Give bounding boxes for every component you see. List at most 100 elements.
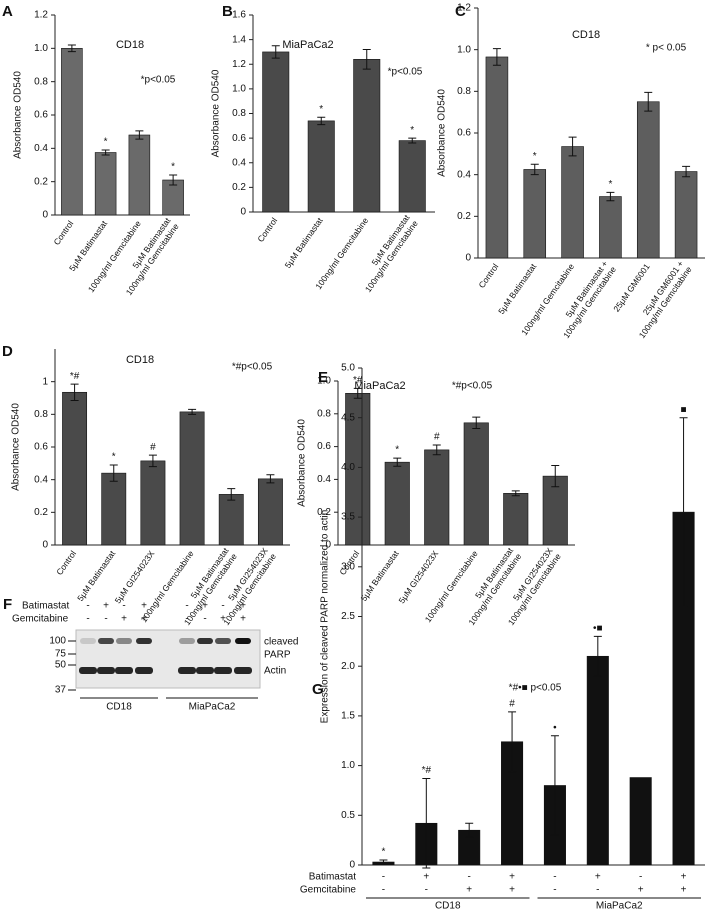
bar [424, 449, 450, 546]
band-parp [215, 638, 231, 644]
band-label: PARP [264, 650, 291, 661]
band-label: Actin [264, 666, 286, 677]
x-tick-label-group: 5μM GI254023X [396, 548, 440, 605]
bar [523, 169, 547, 259]
error-bar [70, 383, 79, 401]
y-tick-label: 0.2 [34, 507, 48, 518]
row-sign: - [382, 885, 385, 896]
bar [629, 777, 652, 866]
x-tick-label: 100ng/ml Gemcitabine [313, 215, 370, 291]
bar [561, 146, 584, 259]
row-sign: - [104, 614, 107, 625]
error-bar [551, 464, 560, 488]
x-tick-label: Control [255, 216, 279, 244]
band-parp [235, 638, 251, 644]
y-tick-label: 0.6 [317, 441, 331, 452]
panel-letter: F [3, 596, 12, 613]
row-sign: - [221, 601, 224, 612]
row-sign: - [185, 614, 188, 625]
size-marker: 75 [55, 649, 67, 660]
row-sign: - [86, 601, 89, 612]
row-sign: + [681, 872, 687, 883]
y-tick-label: 1.0 [232, 84, 246, 95]
group-label: CD18 [435, 901, 461, 910]
bar [463, 422, 489, 546]
y-tick-label: 0.2 [317, 507, 331, 518]
y-tick-label: 0 [325, 540, 331, 551]
x-tick-label: 5μM Batimastat [359, 548, 402, 603]
significance-marker: * [112, 452, 116, 463]
band-actin [178, 667, 196, 674]
bar [398, 140, 426, 213]
error-bar [101, 149, 110, 156]
y-tick-label: 1 [42, 376, 48, 387]
row-sign: - [553, 872, 556, 883]
bar [257, 478, 283, 546]
error-bar [492, 48, 501, 66]
significance-marker: ■ [681, 404, 687, 415]
panel-letter: E [318, 369, 328, 386]
y-tick-label: 0.6 [457, 128, 471, 139]
chart-title: MiaPaCa2 [354, 380, 405, 392]
x-tick-label: 5μM GI254023X [396, 548, 440, 605]
significance-marker: * [171, 162, 175, 173]
bar [485, 56, 509, 259]
row-sign: - [639, 872, 642, 883]
error-bar [508, 711, 517, 773]
bar [218, 494, 244, 546]
error-bar [644, 91, 653, 112]
x-tick-label-group: Control [54, 549, 78, 577]
significance-marker: • [553, 722, 557, 733]
row-sign: + [220, 614, 226, 625]
y-axis-label: Expression of cleaved PARP normalized to… [320, 510, 331, 724]
x-tick-label-group: Control [51, 219, 75, 247]
band-actin [234, 667, 252, 674]
error-bar [472, 416, 481, 430]
error-bar [353, 387, 362, 399]
y-axis-label: Absorbance OD540 [437, 89, 448, 177]
significance-marker: * [319, 104, 323, 115]
significance-marker: *# [353, 375, 363, 386]
y-tick-label: 0.8 [34, 76, 48, 87]
row-sign: - [86, 614, 89, 625]
x-tick-label-group: 100ng/ml Gemcitabine [313, 215, 370, 291]
y-tick-label: 1.0 [317, 376, 331, 387]
row-sign: + [121, 614, 127, 625]
group-label: MiaPaCa2 [189, 702, 236, 713]
significance-marker: * [395, 445, 399, 456]
row-label: Batimastat [22, 601, 69, 612]
y-tick-label: 1.0 [457, 44, 471, 55]
y-tick-label: 0.2 [34, 176, 48, 187]
error-bar [148, 454, 157, 468]
row-sign: - [185, 601, 188, 612]
panel-letter: B [222, 3, 233, 20]
x-tick-label: Control [476, 262, 500, 290]
y-axis-label: Absorbance OD540 [13, 71, 24, 159]
row-sign: + [509, 885, 515, 896]
bar [353, 59, 381, 213]
row-label: Batimastat [309, 872, 356, 883]
y-tick-label: 0.4 [34, 474, 48, 485]
x-tick-label: Control [54, 549, 78, 577]
row-sign: + [423, 872, 429, 883]
y-axis-label: Absorbance OD540 [211, 69, 222, 157]
x-tick-label-group: 5μM GI254023X [113, 548, 157, 605]
y-tick-label: 2.0 [341, 661, 355, 672]
error-bar [465, 822, 474, 838]
error-bar [362, 48, 371, 70]
band-actin [115, 667, 133, 674]
error-bar [432, 444, 441, 456]
y-tick-label: 2.5 [341, 611, 355, 622]
x-tick-label: 5μM Batimastat [496, 261, 539, 316]
row-label: Gemcitabine [300, 885, 357, 896]
x-tick-label-group: Control [476, 262, 500, 290]
row-sign: + [509, 872, 515, 883]
bar [62, 391, 88, 546]
y-tick-label: 0.4 [317, 474, 331, 485]
significance-marker: * [533, 151, 537, 162]
bar [61, 48, 83, 216]
band-label: cleaved [264, 637, 298, 648]
size-marker: 37 [55, 685, 67, 696]
y-tick-label: 0.4 [34, 143, 48, 154]
